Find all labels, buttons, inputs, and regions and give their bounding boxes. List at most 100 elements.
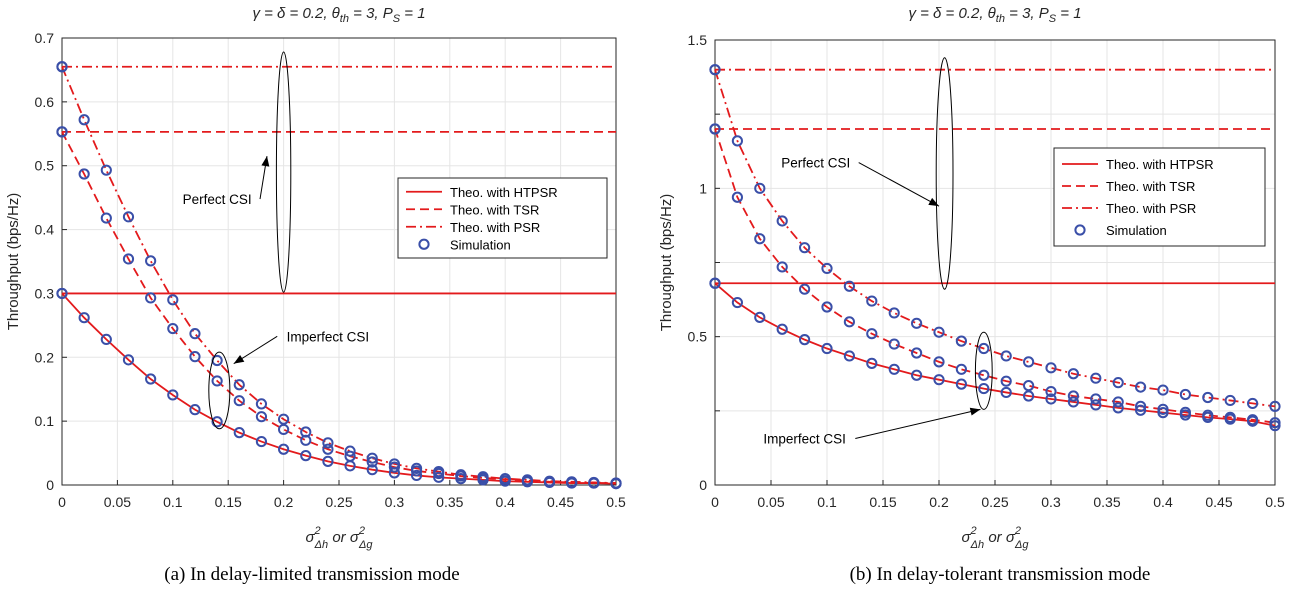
simulation-marker <box>78 312 90 324</box>
simulation-marker <box>1224 411 1236 423</box>
simulation-marker <box>56 126 68 138</box>
perfect-csi-arrowhead <box>928 197 939 207</box>
simulation-marker <box>56 61 68 73</box>
perfect-csi-ellipse <box>935 57 954 290</box>
legend-label: Theo. with PSR <box>450 220 540 235</box>
title-subscript: th <box>996 13 1005 25</box>
simulation-marker <box>1090 399 1102 411</box>
simulation-marker <box>344 450 356 462</box>
y-tick-label: 0.7 <box>35 30 55 46</box>
legend-label: Simulation <box>1106 223 1167 238</box>
simulation-marker <box>843 316 856 328</box>
xlabel-part: σ <box>305 529 315 546</box>
simulation-marker <box>955 378 968 390</box>
simulation-marker <box>78 168 90 180</box>
simulation-marker <box>543 475 556 487</box>
simulation-marker <box>843 350 856 362</box>
simulation-marker <box>1045 362 1057 374</box>
title-part: = 1 <box>400 5 425 22</box>
simulation-marker <box>731 296 744 309</box>
simulation-marker <box>978 369 990 381</box>
imperfect-csi-label: Imperfect CSI <box>287 329 370 344</box>
figure-caption: (b) In delay-tolerant transmission mode <box>850 564 1151 585</box>
simulation-marker <box>189 351 201 363</box>
simulation-marker <box>1067 396 1080 408</box>
simulation-marker <box>588 476 600 489</box>
figure-caption: (a) In delay-limited transmission mode <box>164 564 459 585</box>
y-tick-label: 0.5 <box>688 329 708 345</box>
simulation-marker <box>211 375 223 387</box>
simulation-marker <box>754 311 766 323</box>
simulation-marker <box>366 452 378 464</box>
x-tick-label: 0.5 <box>1265 494 1285 510</box>
simulation-marker <box>1023 390 1035 402</box>
simulation-marker <box>911 347 923 359</box>
legend-swatch-simulation <box>418 238 430 250</box>
simulation-marker <box>1000 350 1012 362</box>
x-tick-label: 0 <box>711 494 719 510</box>
simulation-marker <box>145 255 157 267</box>
simulation-marker <box>521 474 533 486</box>
chart-title: γ = δ = 0.2, θth = 3, PS = 1 <box>908 5 1081 25</box>
x-tick-label: 0.2 <box>929 494 949 510</box>
x-tick-label: 0.35 <box>1093 494 1120 510</box>
simulation-marker <box>233 395 245 407</box>
title-subscript: S <box>1049 13 1057 25</box>
simulation-marker <box>866 328 878 340</box>
legend-swatch-simulation <box>1074 224 1086 236</box>
simulation-marker <box>610 477 622 489</box>
simulation-marker <box>888 338 900 350</box>
x-tick-label: 0 <box>58 494 66 510</box>
simulation-marker <box>1135 381 1147 393</box>
simulation-marker <box>410 469 423 482</box>
y-axis-label: Throughput (bps/Hz) <box>658 194 675 332</box>
x-tick-label: 0.15 <box>869 494 896 510</box>
simulation-marker <box>709 64 721 76</box>
simulation-marker <box>366 464 378 476</box>
xlabel-superscript: 2 <box>358 525 365 537</box>
x-tick-label: 0.05 <box>757 494 784 510</box>
simulation-marker <box>933 356 945 368</box>
simulation-marker <box>754 233 766 245</box>
simulation-marker <box>1045 393 1057 405</box>
simulation-marker <box>322 437 334 449</box>
simulation-marker <box>499 473 511 485</box>
simulation-marker <box>433 471 445 483</box>
simulation-marker <box>300 426 312 438</box>
x-tick-label: 0.4 <box>1153 494 1173 510</box>
simulation-marker <box>843 280 856 292</box>
simulation-marker <box>1179 388 1192 401</box>
simulation-marker <box>1179 406 1192 418</box>
simulation-marker <box>1045 385 1057 398</box>
simulation-marker <box>322 443 334 455</box>
simulation-marker <box>167 294 179 306</box>
x-tick-label: 0.4 <box>495 494 515 510</box>
simulation-marker <box>455 469 467 481</box>
simulation-marker <box>233 427 245 439</box>
simulation-marker <box>731 135 744 147</box>
simulation-marker <box>278 443 290 455</box>
title-subscript: th <box>340 13 349 25</box>
plot-area-frame <box>61 37 617 486</box>
x-tick-label: 0.2 <box>274 494 294 510</box>
y-tick-label: 0 <box>46 477 54 493</box>
plot-area-frame <box>714 39 1276 486</box>
simulation-marker <box>1247 397 1259 410</box>
simulation-marker <box>1269 400 1281 412</box>
simulation-marker <box>1157 384 1169 396</box>
simulation-marker <box>1112 396 1124 408</box>
title-subscript: S <box>393 13 401 25</box>
simulation-marker <box>1000 375 1012 387</box>
simulation-marker <box>821 262 833 275</box>
simulation-marker <box>933 326 945 338</box>
x-tick-label: 0.25 <box>981 494 1008 510</box>
simulation-marker <box>776 215 788 227</box>
legend-label: Theo. with HTPSR <box>450 185 558 200</box>
simulation-marker <box>888 363 900 375</box>
simulation-marker <box>366 456 378 468</box>
xlabel-superscript: 2 <box>314 525 321 537</box>
y-tick-label: 0.4 <box>35 222 55 238</box>
x-tick-label: 0.5 <box>606 494 626 510</box>
x-axis-label: σ2 Δh or σ2 Δg <box>961 525 1029 551</box>
title-part: γ = δ = 0.2, θ <box>252 5 339 22</box>
